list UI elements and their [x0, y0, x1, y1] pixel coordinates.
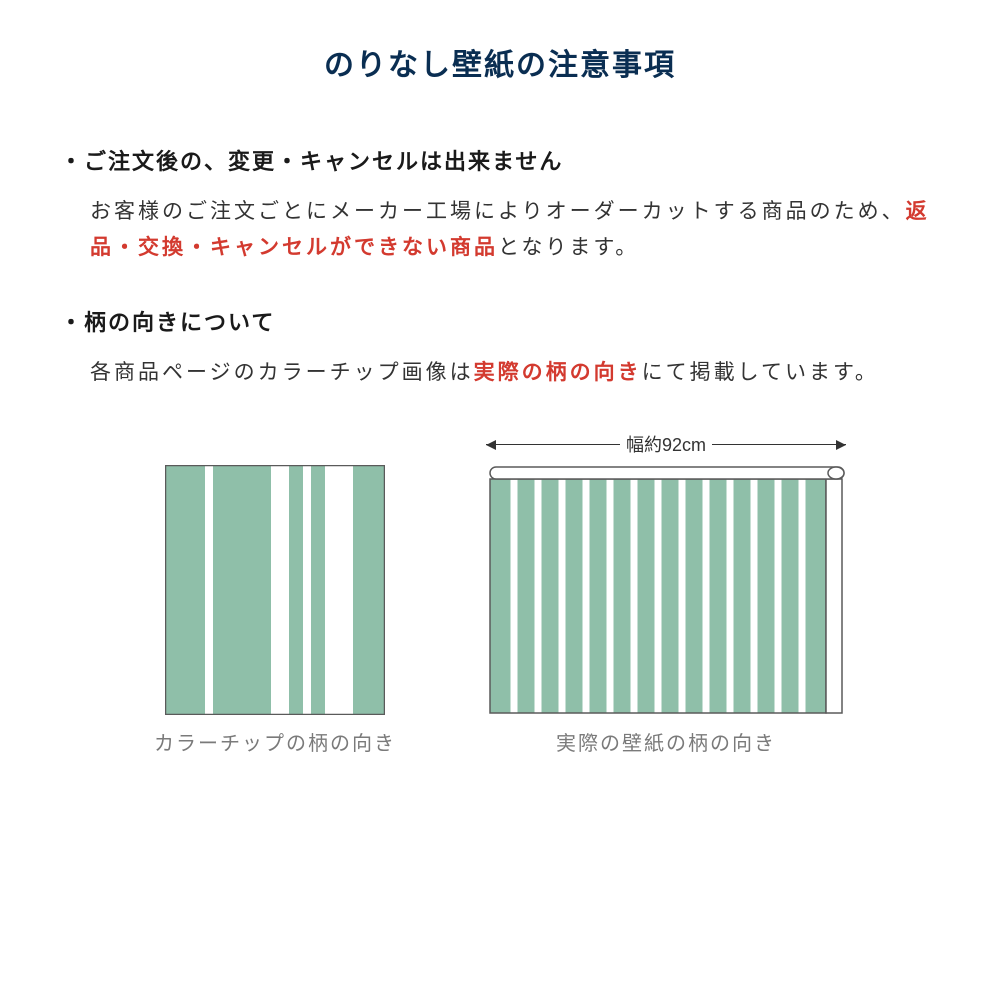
body-part: となります。 — [498, 236, 639, 259]
diagram-caption: 実際の壁紙の柄の向き — [556, 727, 776, 756]
section-heading: ・柄の向きについて — [60, 305, 940, 337]
page-title: のりなし壁紙の注意事項 — [60, 40, 940, 84]
section-cancel: ・ご注文後の、変更・キャンセルは出来ません お客様のご注文ごとにメーカー工場によ… — [60, 144, 940, 265]
arrow-right-icon — [712, 444, 846, 445]
body-emphasis: 実際の柄の向き — [474, 361, 642, 384]
diagram-colorchip: カラーチップの柄の向き — [154, 435, 396, 756]
section-heading: ・ご注文後の、変更・キャンセルは出来ません — [60, 144, 940, 176]
section-body: お客様のご注文ごとにメーカー工場によりオーダーカットする商品のため、返品・交換・… — [60, 194, 940, 265]
diagram-row: カラーチップの柄の向き 幅約92cm 実際の壁紙の柄の向き — [60, 431, 940, 756]
section-orientation: ・柄の向きについて 各商品ページのカラーチップ画像は実際の柄の向きにて掲載してい… — [60, 305, 940, 391]
wallpaper-roll-illustration — [486, 465, 846, 715]
diagram-wallpaper: 幅約92cm 実際の壁紙の柄の向き — [486, 431, 846, 756]
width-indicator: 幅約92cm — [486, 431, 846, 457]
diagram-caption: カラーチップの柄の向き — [154, 727, 396, 756]
body-part: お客様のご注文ごとにメーカー工場によりオーダーカットする商品のため、 — [90, 200, 906, 223]
body-part: にて掲載しています。 — [642, 361, 879, 384]
section-body: 各商品ページのカラーチップ画像は実際の柄の向きにて掲載しています。 — [60, 355, 940, 391]
body-part: 各商品ページのカラーチップ画像は — [90, 361, 474, 384]
arrow-left-icon — [486, 444, 620, 445]
width-label: 幅約92cm — [626, 431, 706, 457]
colorchip-illustration — [165, 465, 385, 715]
